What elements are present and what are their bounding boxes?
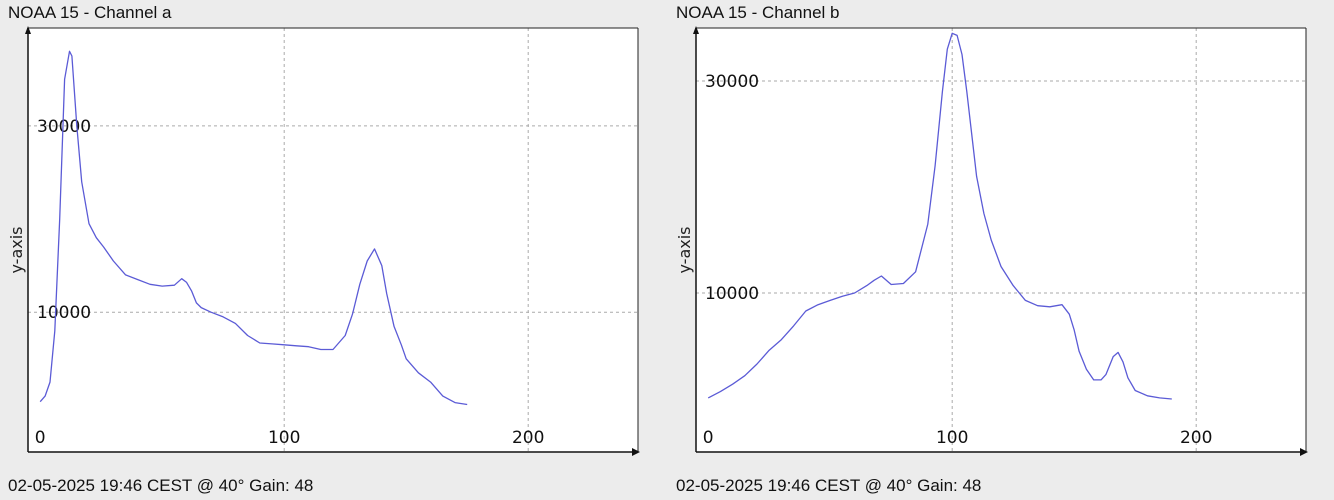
y-axis-arrow-icon	[25, 26, 31, 34]
chart-footer-channel-a: 02-05-2025 19:46 CEST @ 40° Gain: 48	[8, 476, 314, 495]
series-line-channel-a	[39, 50, 468, 406]
chart-panel-channel-a: 0 100 200 10000 30000 y-axis NOAA 15 - Channe…	[0, 0, 640, 500]
x-tick-label: 200	[512, 428, 544, 448]
x-axis-arrow-icon	[632, 448, 640, 456]
chart-panel-channel-b: 0 100 200 10000 30000 y-axis NOAA 15 - Channe…	[668, 0, 1308, 500]
chart-footer-channel-b: 02-05-2025 19:46 CEST @ 40° Gain: 48	[676, 476, 982, 495]
x-axis-arrow-icon	[1300, 448, 1308, 456]
y-tick-label: 10000	[705, 284, 759, 304]
chart-title-channel-b: NOAA 15 - Channel b	[676, 3, 840, 22]
y-axis-title: y-axis	[7, 226, 26, 273]
x-tick-label: 100	[936, 428, 968, 448]
chart-channel-b: 0 100 200 10000 30000 y-axis	[675, 26, 1308, 456]
chart-title-channel-a: NOAA 15 - Channel a	[8, 3, 172, 22]
y-tick-label: 30000	[37, 117, 91, 137]
x-tick-label: 200	[1180, 428, 1212, 448]
y-axis-arrow-icon	[693, 26, 699, 34]
series-line-channel-b	[707, 32, 1172, 400]
x-tick-label: 0	[703, 428, 714, 448]
y-axis-title: y-axis	[675, 226, 694, 273]
y-tick-label: 10000	[37, 303, 91, 323]
chart-channel-a: 0 100 200 10000 30000 y-axis	[7, 26, 640, 456]
x-tick-label: 100	[268, 428, 300, 448]
plot-area-b	[696, 28, 1306, 452]
x-tick-label: 0	[35, 428, 46, 448]
y-tick-label: 30000	[705, 72, 759, 92]
plot-area-a	[28, 28, 638, 452]
